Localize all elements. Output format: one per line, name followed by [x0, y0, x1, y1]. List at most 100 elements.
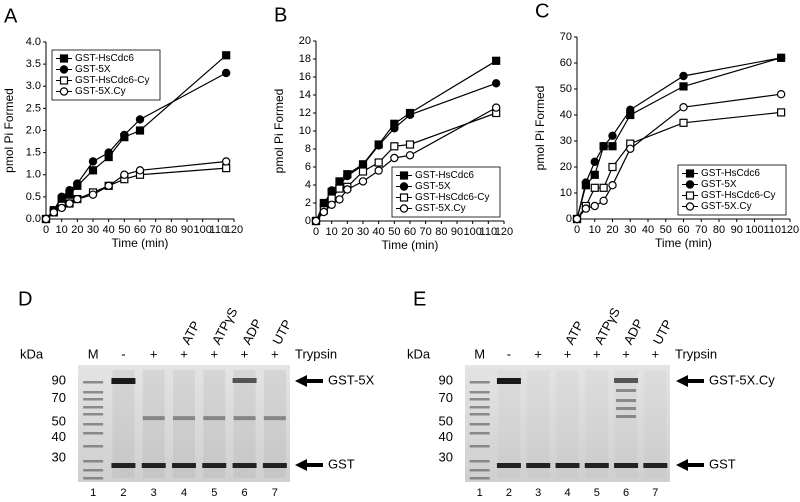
- data-point: [358, 167, 368, 176]
- data-point: [390, 153, 399, 163]
- legend-marker: [685, 191, 695, 200]
- y-tick-label: 18: [299, 53, 311, 65]
- data-point: [590, 201, 599, 211]
- mw-label: 40: [52, 429, 66, 444]
- data-point: [608, 180, 617, 190]
- legend-marker: [399, 204, 409, 213]
- gst-band: [232, 463, 257, 468]
- y-tick-label: 60: [560, 57, 572, 69]
- arrow-label: GST-5X.Cy: [709, 372, 775, 387]
- ladder-band: [469, 423, 490, 426]
- y-tick-label: 4.0: [26, 36, 41, 48]
- lane-header: +: [593, 346, 601, 361]
- arrow-label: GST-5X: [328, 372, 375, 387]
- mw-label: 70: [52, 390, 66, 405]
- x-tick-label: 10: [56, 224, 68, 236]
- ladder-band: [83, 432, 104, 435]
- x-tick-label: 20: [606, 224, 618, 236]
- lane-smear: [203, 370, 226, 478]
- data-point: [65, 199, 74, 208]
- y-tick-label: 70: [560, 31, 572, 43]
- y-tick-label: 0.5: [26, 191, 41, 203]
- lane-number: 2: [120, 487, 126, 499]
- data-point: [327, 200, 336, 209]
- data-point: [49, 208, 59, 217]
- lane-header: +: [652, 346, 660, 361]
- arrow-label: GST: [709, 456, 736, 471]
- data-point: [221, 157, 231, 166]
- x-tick-label: 80: [713, 224, 725, 236]
- lane-smear: [233, 370, 256, 478]
- ladder-band: [83, 381, 104, 384]
- data-point: [626, 144, 635, 153]
- data-point: [679, 118, 688, 127]
- x-tick-label: 50: [388, 226, 400, 238]
- x-tick-label: 60: [134, 224, 146, 236]
- data-point: [65, 186, 74, 195]
- data-point: [491, 103, 501, 112]
- mw-label: 90: [439, 372, 453, 387]
- y-tick-label: 0: [566, 213, 572, 225]
- lane-header: +: [150, 346, 158, 361]
- x-tick-label: 10: [326, 226, 338, 238]
- ladder-band: [83, 460, 104, 463]
- y-tick-label: 6: [305, 161, 311, 173]
- lane-smear: [263, 370, 286, 478]
- data-point: [104, 181, 113, 191]
- lane-header: +: [180, 346, 188, 361]
- legend-label: GST-5X.Cy: [415, 203, 466, 214]
- y-tick-label: 1.0: [26, 169, 41, 181]
- x-tick-label: 0: [43, 224, 49, 236]
- ladder-band: [83, 391, 104, 394]
- ladder-band: [469, 469, 490, 472]
- x-axis-label: Time (min): [382, 238, 439, 252]
- fragment-band: [173, 416, 195, 421]
- panel-label: B: [274, 4, 287, 26]
- x-tick-label: 120: [781, 224, 799, 236]
- data-point: [405, 151, 415, 160]
- lane-number: 1: [90, 487, 96, 499]
- data-point: [390, 142, 399, 151]
- gst-band: [141, 463, 166, 468]
- lane-number: 7: [652, 487, 658, 499]
- nucleotide-label: UTP: [269, 317, 294, 347]
- lane-header: +: [241, 346, 249, 361]
- ladder-band: [83, 469, 104, 472]
- ladder-band: [469, 445, 490, 448]
- data-point: [41, 214, 51, 224]
- x-tick-label: 40: [642, 224, 654, 236]
- data-point: [405, 110, 415, 120]
- legend-marker: [685, 180, 695, 189]
- gst-band: [614, 463, 639, 468]
- lane-header: +: [271, 346, 279, 361]
- nucleotide-label: ADP: [239, 316, 265, 347]
- data-point: [311, 216, 321, 226]
- gst-band: [584, 463, 609, 468]
- lane-smear: [497, 370, 520, 478]
- y-tick-label: 3.0: [26, 80, 41, 92]
- y-tick-label: 10: [299, 125, 311, 137]
- legend-marker: [399, 171, 409, 180]
- x-tick-label: 70: [150, 224, 162, 236]
- data-point: [120, 130, 129, 140]
- data-point: [88, 157, 98, 166]
- legend-label: GST-5X: [75, 64, 111, 75]
- x-tick-label: 120: [225, 224, 243, 236]
- legend-marker: [59, 65, 69, 74]
- gel: [465, 365, 670, 482]
- data-point: [335, 184, 344, 193]
- ladder-band: [469, 398, 490, 401]
- y-tick-label: 20: [560, 161, 572, 173]
- mw-label: 30: [439, 449, 453, 464]
- fragment-band: [616, 389, 637, 392]
- lane-header: +: [622, 346, 630, 361]
- legend-marker: [399, 193, 409, 202]
- x-tick-label: 60: [404, 226, 416, 238]
- y-tick-label: 12: [299, 107, 311, 119]
- y-tick-label: 8: [305, 143, 311, 155]
- lane-number: 3: [535, 487, 541, 499]
- legend-marker: [685, 202, 695, 211]
- x-tick-label: 0: [313, 226, 319, 238]
- gst-band: [526, 463, 551, 468]
